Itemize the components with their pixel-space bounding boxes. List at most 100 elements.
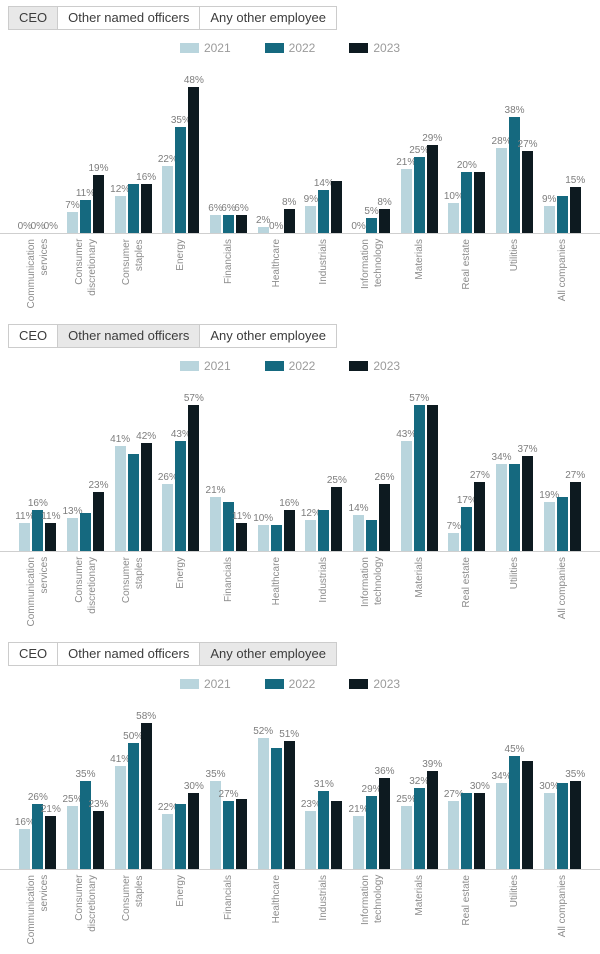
bar-value-label: 35%	[170, 115, 191, 126]
bar-group-healthcare: 2% 0% 8%	[252, 197, 300, 233]
bar-2022-industrials	[318, 510, 330, 551]
bar-2022-all-companies	[556, 783, 568, 869]
bar-2022-financials	[223, 502, 235, 551]
bar-col-2021: 13%	[63, 506, 83, 551]
bar-value-label: 16%	[136, 172, 157, 183]
bar-col-2021: 26%	[158, 472, 178, 551]
bar-col-2023: 23%	[89, 799, 109, 869]
bar-col-2023: 6%	[234, 203, 249, 233]
category-cell: Communication services	[14, 239, 62, 317]
bar-group-materials: 25% 32% 39%	[395, 759, 443, 869]
bar-2021-information-technology	[353, 515, 365, 551]
bar-value-label: 10%	[443, 191, 464, 202]
bar-group-information-technology: 0% 5% 8%	[348, 197, 396, 233]
bar-col-2022	[556, 485, 569, 551]
bar-group-industrials: 12% 25%	[300, 475, 348, 551]
bar-col-2022: 25%	[409, 145, 429, 233]
category-label: Materials	[413, 875, 425, 916]
tab-ceo[interactable]: CEO	[8, 6, 59, 30]
bar-value-label: 26%	[157, 472, 178, 483]
tab-ceo[interactable]: CEO	[8, 324, 59, 348]
bar-2022-materials	[413, 405, 425, 551]
legend-item-2022: 2022	[264, 677, 315, 691]
bar-group-consumer-discretionary: 25% 35% 23%	[62, 769, 110, 869]
legend-swatch-2021	[179, 679, 199, 689]
bar-col-2022: 16%	[28, 498, 48, 551]
bar-col-2023: 27%	[565, 470, 585, 551]
category-cell: Energy	[157, 557, 205, 635]
bar-value-label: 7%	[65, 200, 80, 211]
bar-2022-information-technology	[366, 796, 378, 869]
bar-col-2021: 10%	[253, 513, 273, 551]
bar-2023-industrials	[331, 181, 343, 233]
legend-item-2021: 2021	[179, 41, 231, 55]
bar-col-2021: 21%	[349, 804, 369, 869]
bar-plot: 0% 0% 0% 7% 11% 19% 12% 16% 22% 35% 48% 6% 6% 6% 2% 0% 8…	[0, 58, 600, 234]
bar-col-2023: 39%	[422, 759, 442, 869]
bar-value-label: 27%	[443, 789, 464, 800]
bar-2022-utilities	[509, 756, 521, 869]
bar-col-2023	[330, 789, 343, 869]
legend-swatch-2022	[264, 43, 284, 53]
bar-col-2022	[270, 513, 283, 551]
bar-value-label: 11%	[231, 511, 252, 522]
bar-2021-consumer-discretionary	[67, 518, 78, 551]
tab-any-other-employee[interactable]: Any other employee	[199, 324, 337, 348]
bar-col-2022	[79, 501, 92, 551]
bar-col-2023: 8%	[282, 197, 296, 233]
bar-value-label: 35%	[205, 769, 226, 780]
bar-value-label: 29%	[361, 784, 382, 795]
tab-any-other-employee[interactable]: Any other employee	[199, 642, 337, 666]
bar-col-2021: 6%	[208, 203, 223, 233]
category-cell: Healthcare	[252, 239, 300, 317]
bar-2022-materials	[413, 157, 425, 233]
bar-value-label: 58%	[136, 711, 157, 722]
bar-2021-communication-services	[19, 523, 31, 551]
bar-value-label: 12%	[300, 508, 321, 519]
bar-col-2022: 0%	[30, 221, 46, 233]
bar-value-label: 27%	[469, 470, 490, 481]
category-cell: Materials	[395, 875, 443, 953]
bar-value-label: 26%	[374, 472, 395, 483]
bar-value-label: 0%	[30, 221, 46, 232]
tab-any-other-employee[interactable]: Any other employee	[199, 6, 337, 30]
category-cell: Energy	[157, 875, 205, 953]
tab-other-named-officers[interactable]: Other named officers	[57, 324, 201, 348]
bar-2023-consumer-discretionary	[93, 175, 104, 233]
bar-value-label: 28%	[491, 136, 512, 147]
bar-group-consumer-staples: 41% 50% 58%	[109, 711, 157, 869]
category-cell: Materials	[395, 557, 443, 635]
bar-2023-information-technology	[379, 778, 391, 869]
bar-2021-real-estate	[448, 203, 460, 233]
bar-2023-information-technology	[379, 209, 391, 233]
bar-value-label: 21%	[396, 157, 417, 168]
bar-2023-materials	[426, 145, 438, 233]
tab-ceo[interactable]: CEO	[8, 642, 59, 666]
bar-value-label: 11%	[41, 511, 61, 522]
legend-swatch-2021	[179, 361, 199, 371]
bar-col-2023: 23%	[89, 480, 109, 551]
tab-other-named-officers[interactable]: Other named officers	[57, 6, 201, 30]
bar-2021-healthcare	[257, 738, 269, 869]
bar-col-2022: 45%	[505, 744, 525, 869]
tab-other-named-officers[interactable]: Other named officers	[57, 642, 201, 666]
bar-col-2022	[127, 172, 140, 233]
legend: 2021 2022 2023	[0, 41, 590, 55]
bar-value-label: 22%	[157, 802, 178, 813]
bar-col-2022: 11%	[76, 188, 95, 233]
legend-swatch-2023	[349, 43, 369, 53]
category-cell: Financials	[205, 239, 253, 317]
bar-2022-energy	[175, 441, 187, 551]
bar-value-label: 16%	[27, 498, 48, 509]
category-label: Utilities	[509, 875, 521, 908]
bar-2021-materials	[400, 169, 412, 233]
bar-col-2021: 2%	[256, 215, 270, 233]
bar-col-2023: 11%	[231, 511, 252, 551]
bar-col-2022	[222, 490, 235, 551]
bar-2022-real-estate	[461, 172, 473, 233]
bar-2023-consumer-discretionary	[93, 811, 104, 869]
bar-col-2021: 10%	[444, 191, 464, 233]
category-cell: Financials	[205, 875, 253, 953]
category-label: Consumer discretionary	[73, 557, 98, 614]
bar-col-2023: 30%	[470, 781, 490, 869]
